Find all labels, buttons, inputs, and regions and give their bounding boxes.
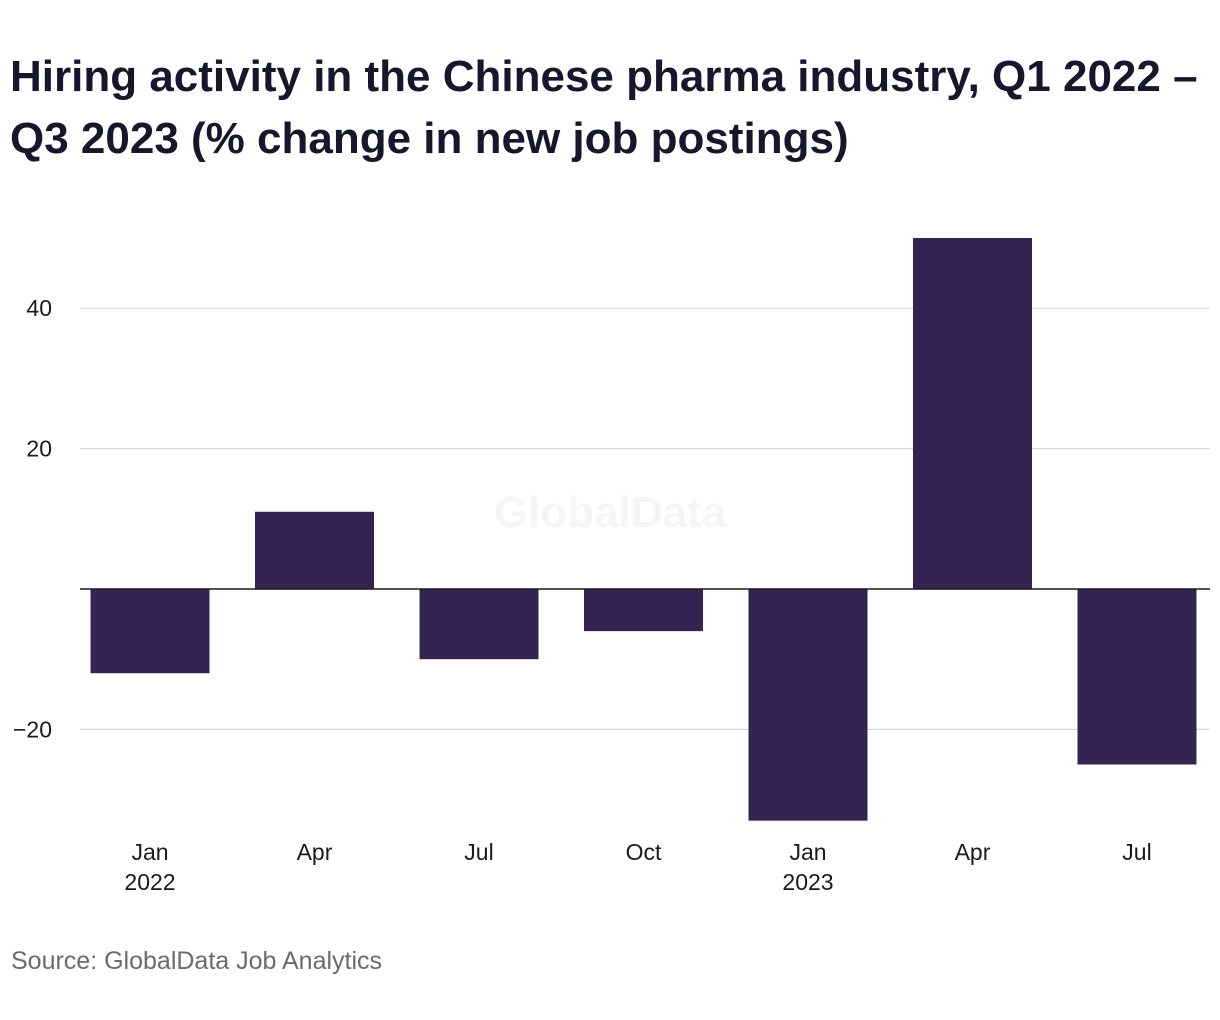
bar [255, 511, 374, 589]
x-tick-label: Oct [626, 839, 662, 865]
source-note: Source: GlobalData Job Analytics [11, 947, 383, 975]
x-tick-label: Apr [955, 839, 991, 865]
bars [90, 238, 1197, 821]
y-tick-label: 20 [26, 436, 52, 462]
x-tick-label: Jan [131, 839, 168, 865]
x-tick-label: Jul [1122, 839, 1151, 865]
bar [1077, 589, 1197, 765]
y-axis-labels: −20 20 40 [13, 295, 52, 742]
x-tick-label: Apr [297, 839, 333, 865]
chart-title: Hiring activity in the Chinese pharma in… [10, 52, 1198, 163]
x-tick-year-label: 2022 [124, 869, 175, 895]
y-tick-label: 40 [26, 295, 52, 321]
bar [90, 589, 210, 674]
x-tick-year-label: 2023 [782, 869, 833, 895]
watermark: GlobalData [494, 488, 727, 537]
bar [584, 589, 703, 632]
x-tick-label: Jan [789, 839, 826, 865]
bar [419, 589, 539, 660]
bar [913, 238, 1032, 589]
y-tick-label: −20 [13, 716, 52, 742]
x-axis-labels: Jan 2022 Apr Jul Oct Jan 2023 Apr Jul [124, 839, 1151, 895]
bar [748, 589, 868, 821]
x-tick-label: Jul [464, 839, 493, 865]
